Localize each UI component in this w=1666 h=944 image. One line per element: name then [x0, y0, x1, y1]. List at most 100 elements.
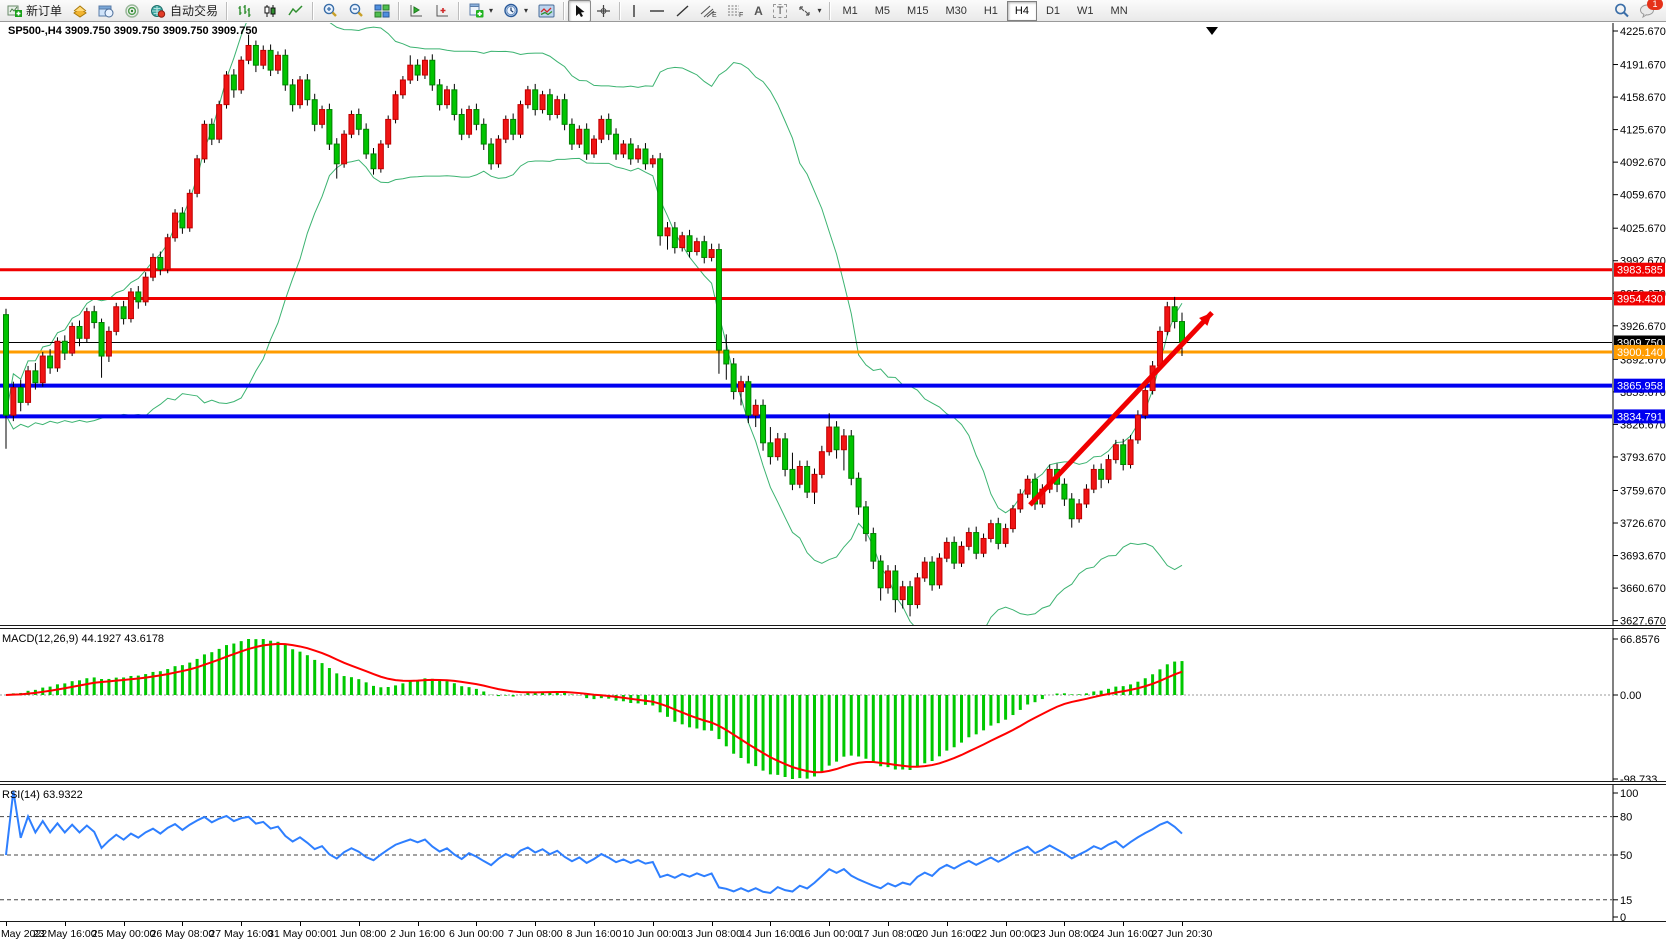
svg-text:3926.670: 3926.670	[1620, 321, 1666, 333]
text-label-tool-button[interactable]: T	[768, 0, 793, 22]
timeframe-group: M1 M5 M15 M30 H1 H4 D1 W1 MN	[834, 0, 1135, 21]
auto-trading-button[interactable]: 自动交易	[145, 0, 223, 22]
panel-separator[interactable]	[0, 625, 1666, 629]
svg-text:F: F	[739, 12, 743, 18]
data-window-button[interactable]	[93, 0, 119, 22]
rsi-panel[interactable]: RSI(14) 63.9322 100 80 50 15 0	[0, 785, 1666, 921]
macd-canvas[interactable]: 66.8576 0.00 -98.733	[0, 629, 1666, 781]
bar-chart-mode-button[interactable]	[231, 0, 257, 22]
indicators-button[interactable]	[403, 0, 429, 22]
auto-trading-label: 自动交易	[170, 4, 219, 18]
svg-text:4059.670: 4059.670	[1620, 190, 1666, 202]
fibonacci-tool-button[interactable]: F	[722, 0, 749, 22]
time-axis-label: 23 May 16:00	[32, 928, 97, 940]
trendline-tool-button[interactable]	[670, 0, 695, 22]
tile-windows-button[interactable]	[369, 0, 395, 22]
channel-icon: E	[700, 5, 717, 18]
notifications-button[interactable]: 1	[1639, 0, 1663, 18]
arrows-tool-button[interactable]: ▾	[792, 0, 826, 22]
time-axis-label: 16 Jun 00:00	[798, 928, 860, 940]
time-axis-tick	[535, 922, 537, 926]
macd-panel[interactable]: MACD(12,26,9) 44.1927 43.6178 66.8576 0.0…	[0, 629, 1666, 781]
trendline-icon	[676, 4, 689, 17]
vertical-line-tool-button[interactable]	[624, 0, 644, 22]
zoom-out-button[interactable]	[343, 0, 369, 22]
time-axis-label: 31 May 00:00	[268, 928, 332, 940]
time-axis[interactable]: May 2022 23 May 16:00 25 May 00:00 26 May 0…	[0, 921, 1666, 944]
timeframe-button-h1[interactable]: H1	[983, 4, 998, 17]
price-level-label: 3834.791	[1614, 409, 1665, 424]
price-axis: 4225.670 4191.670 4158.670 4125.670 4092.670…	[1612, 23, 1666, 625]
timeframe-button-m30[interactable]: M30	[945, 4, 967, 17]
toolbar-separator	[619, 1, 622, 20]
svg-text:3983.585: 3983.585	[1617, 265, 1663, 277]
candles	[3, 34, 1185, 617]
rsi-canvas[interactable]: 100 80 50 15 0	[0, 785, 1666, 921]
dropdown-caret: ▾	[489, 6, 494, 15]
text-icon: A	[754, 3, 763, 18]
main-chart-panel[interactable]: SP500-,H4 3909.750 3909.750 3909.750 390…	[0, 23, 1666, 625]
cursor-tool-button[interactable]	[568, 0, 592, 22]
price-chart-canvas[interactable]: 4225.670 4191.670 4158.670 4125.670 4092.670…	[0, 23, 1666, 625]
indicators-icon	[410, 4, 423, 16]
notification-badge: 1	[1647, 0, 1663, 10]
svg-text:3726.670: 3726.670	[1620, 518, 1666, 530]
horizontal-line-tool-button[interactable]	[644, 0, 670, 22]
time-axis-tick	[358, 922, 360, 926]
time-axis-label: 26 May 08:00	[150, 928, 215, 940]
fibonacci-icon: F	[728, 5, 743, 18]
macd-axis: 66.8576 0.00 -98.733	[1612, 629, 1660, 781]
timeframe-button-h4[interactable]: H4	[1006, 0, 1037, 21]
time-axis-tick	[652, 922, 654, 926]
timeframe-button-m15[interactable]: M15	[907, 4, 929, 17]
time-axis-label: May 2022	[0, 928, 48, 940]
new-chart-button[interactable]: ▾	[463, 0, 498, 22]
line-chart-mode-button[interactable]	[283, 0, 309, 22]
timeframe-button-m1[interactable]: M1	[842, 4, 858, 17]
objects-button[interactable]	[429, 0, 455, 22]
tile-windows-icon	[374, 4, 390, 17]
time-axis-label: 10 Jun 00:00	[622, 928, 684, 940]
zoom-in-button[interactable]	[317, 0, 343, 22]
channel-tool-button[interactable]: E	[695, 0, 722, 22]
time-axis-tick	[1005, 922, 1007, 926]
time-axis-tick	[300, 922, 301, 926]
toolbar-separator	[458, 1, 461, 20]
time-axis-label: 20 Jun 16:00	[916, 928, 978, 940]
auto-trading-icon	[151, 4, 166, 18]
price-level-label: 3954.430	[1614, 291, 1665, 306]
macd-signal-line	[5, 642, 1183, 774]
svg-text:50: 50	[1620, 850, 1632, 862]
svg-text:3693.670: 3693.670	[1620, 551, 1666, 563]
timeframe-button-m5[interactable]: M5	[874, 4, 891, 17]
rsi-axis: 100 80 50 15 0	[1612, 785, 1638, 921]
new-order-button[interactable]: 新订单	[2, 0, 67, 22]
svg-text:4225.670: 4225.670	[1620, 26, 1666, 38]
timeframe-button-w1[interactable]: W1	[1077, 4, 1094, 17]
time-axis-tick	[182, 922, 184, 926]
crosshair-tool-button[interactable]	[591, 0, 616, 22]
objects-icon	[436, 4, 449, 16]
market-watch-button[interactable]	[67, 0, 93, 22]
timeframe-button-mn[interactable]: MN	[1110, 4, 1128, 17]
time-axis-tick	[888, 922, 889, 926]
main-toolbar: 新订单 自动交易	[0, 0, 1666, 22]
svg-text:3759.670: 3759.670	[1620, 485, 1666, 497]
search-icon[interactable]	[1614, 3, 1629, 18]
templates-button[interactable]	[533, 0, 560, 22]
panel-separator[interactable]	[0, 781, 1666, 785]
svg-text:66.8576: 66.8576	[1620, 634, 1660, 646]
time-axis-tick	[1064, 922, 1066, 926]
periods-button[interactable]: ▾	[498, 0, 533, 22]
svg-text:4158.670: 4158.670	[1620, 92, 1666, 104]
timeframe-button-d1[interactable]: D1	[1045, 4, 1061, 17]
navigator-button[interactable]	[119, 0, 145, 22]
text-tool-button[interactable]: A	[749, 0, 768, 22]
candlestick-mode-button[interactable]	[257, 0, 283, 22]
time-axis-label: 7 Jun 08:00	[507, 928, 563, 940]
svg-text:3660.670: 3660.670	[1620, 583, 1666, 595]
macd-histogram	[11, 639, 1184, 779]
time-axis-label: 1 Jun 08:00	[331, 928, 387, 940]
time-axis-label: 2 Jun 16:00	[390, 928, 446, 940]
